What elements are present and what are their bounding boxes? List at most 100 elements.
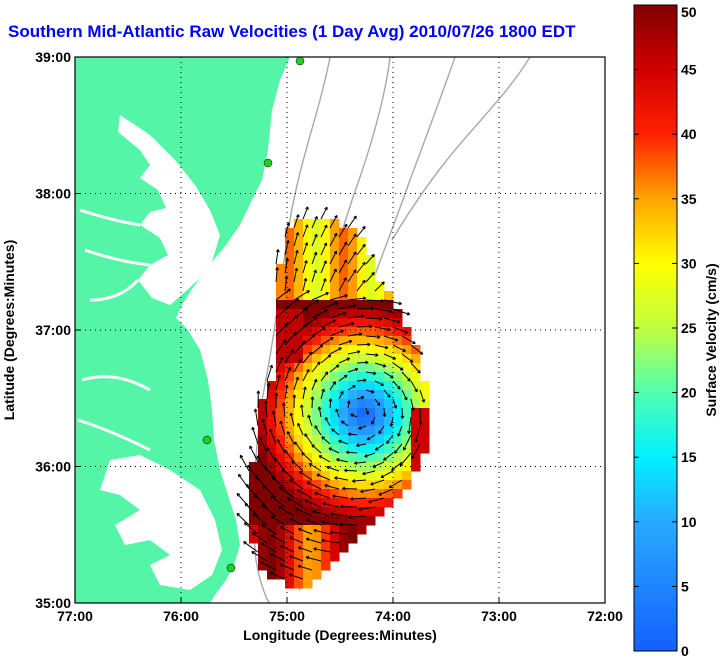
velocity-cell bbox=[303, 282, 313, 292]
velocity-arrow bbox=[365, 371, 377, 376]
velocity-cell bbox=[330, 309, 340, 319]
velocity-cell bbox=[366, 282, 376, 292]
velocity-arrow bbox=[293, 232, 300, 247]
velocity-arrow bbox=[347, 251, 357, 265]
velocity-cell bbox=[285, 309, 295, 319]
velocity-cell bbox=[357, 507, 367, 517]
velocity-cell bbox=[339, 462, 349, 472]
velocity-arrow bbox=[347, 350, 361, 355]
velocity-cell bbox=[348, 309, 358, 319]
velocity-arrow bbox=[243, 522, 259, 535]
velocity-cell bbox=[321, 399, 331, 409]
velocity-cell bbox=[402, 435, 412, 445]
velocity-arrow bbox=[275, 267, 279, 283]
velocity-arrow bbox=[291, 460, 304, 472]
velocity-cell bbox=[285, 462, 295, 472]
velocity-cell bbox=[276, 372, 286, 382]
velocity-cell bbox=[294, 579, 304, 589]
velocity-arrow bbox=[378, 425, 385, 435]
velocity-arrow bbox=[329, 268, 337, 283]
velocity-cell bbox=[366, 426, 376, 436]
velocity-cell bbox=[276, 390, 286, 400]
velocity-cell bbox=[357, 480, 367, 490]
velocity-cell bbox=[339, 507, 349, 517]
velocity-arrow bbox=[338, 259, 347, 274]
velocity-cell bbox=[285, 498, 295, 508]
velocity-cell bbox=[294, 372, 304, 382]
velocity-cell bbox=[402, 408, 412, 418]
y-axis-ticks: 35:00 36:00 37:00 38:00 39:00 bbox=[35, 49, 81, 611]
velocity-cell bbox=[366, 318, 376, 328]
colorbar-tick-label: 50 bbox=[681, 4, 697, 20]
velocity-cell bbox=[366, 264, 376, 274]
velocity-cell bbox=[303, 372, 313, 382]
velocity-cell bbox=[348, 444, 358, 454]
velocity-cell bbox=[285, 444, 295, 454]
velocity-cell bbox=[267, 498, 277, 508]
velocity-arrow bbox=[338, 439, 349, 445]
velocity-cell bbox=[402, 381, 412, 391]
velocity-arrow bbox=[269, 571, 286, 580]
velocity-cell bbox=[339, 354, 349, 364]
velocity-arrow bbox=[305, 555, 322, 562]
velocity-cell bbox=[285, 345, 295, 355]
velocity-cell bbox=[339, 381, 349, 391]
velocity-cell bbox=[339, 255, 349, 265]
velocity-cell bbox=[276, 444, 286, 454]
velocity-arrow bbox=[313, 547, 331, 553]
velocity-arrow bbox=[261, 523, 277, 535]
velocity-arrow bbox=[264, 400, 268, 418]
velocity-arrow bbox=[358, 425, 367, 430]
velocity-cell bbox=[339, 336, 349, 346]
velocity-cell bbox=[267, 462, 277, 472]
velocity-cell bbox=[312, 273, 322, 283]
velocity-arrow bbox=[311, 361, 321, 373]
velocity-cell bbox=[294, 453, 304, 463]
velocity-cell bbox=[366, 345, 376, 355]
velocity-cell bbox=[303, 570, 313, 580]
velocity-cell bbox=[312, 381, 322, 391]
velocity-arrow bbox=[329, 530, 349, 535]
velocity-arrow bbox=[356, 225, 366, 238]
velocity-arrow bbox=[289, 554, 304, 562]
velocity-arrow bbox=[297, 422, 304, 436]
velocity-cell bbox=[384, 318, 394, 328]
velocity-cell bbox=[393, 426, 403, 436]
velocity-cell bbox=[312, 462, 322, 472]
velocity-cell bbox=[330, 219, 340, 229]
velocity-cell bbox=[384, 399, 394, 409]
velocity-cell bbox=[348, 426, 358, 436]
velocity-cell bbox=[285, 426, 295, 436]
velocity-cell bbox=[294, 363, 304, 373]
velocity-cell bbox=[348, 408, 358, 418]
velocity-cell bbox=[330, 399, 340, 409]
velocity-cell bbox=[411, 453, 421, 463]
velocity-cell bbox=[402, 426, 412, 436]
velocity-cell bbox=[357, 264, 367, 274]
velocity-cell bbox=[375, 426, 385, 436]
velocity-cell bbox=[411, 399, 421, 409]
velocity-arrow bbox=[284, 349, 294, 364]
velocity-cell bbox=[276, 363, 286, 373]
velocity-arrow bbox=[383, 452, 394, 461]
velocity-cell bbox=[375, 480, 385, 490]
velocity-cell bbox=[357, 462, 367, 472]
velocity-cell bbox=[366, 408, 376, 418]
velocity-arrow bbox=[338, 223, 348, 238]
velocity-cell bbox=[276, 498, 286, 508]
velocity-cell bbox=[375, 300, 385, 310]
velocity-cell bbox=[258, 408, 268, 418]
velocity-arrow bbox=[286, 431, 295, 445]
velocity-cell bbox=[267, 399, 277, 409]
velocity-cell bbox=[258, 543, 268, 553]
velocity-arrow bbox=[293, 376, 300, 391]
velocity-arrow bbox=[356, 261, 366, 274]
velocity-arrow bbox=[374, 308, 393, 314]
velocity-cell bbox=[276, 453, 286, 463]
velocity-arrow bbox=[287, 497, 304, 508]
velocity-vectors bbox=[236, 206, 426, 580]
velocity-cell bbox=[303, 345, 313, 355]
velocity-cell bbox=[348, 273, 358, 283]
velocity-cell bbox=[348, 354, 358, 364]
velocity-cell bbox=[312, 264, 322, 274]
